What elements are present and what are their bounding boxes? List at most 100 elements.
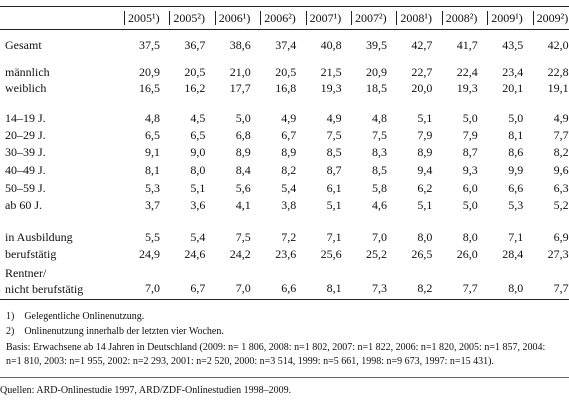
cell-value: 20,9 [366, 65, 387, 79]
column-header: 2009²) [532, 11, 568, 25]
column-header: 2005¹) [124, 11, 160, 25]
cell-value: 7,7 [553, 281, 569, 295]
cell-value: 3,6 [190, 198, 206, 212]
column-header: 2008²) [441, 11, 477, 25]
column-header: 2007¹) [305, 11, 341, 25]
basis-note: Basis: Erwachsene ab 14 Jahren in Deutsc… [6, 342, 546, 367]
cell-value: 5,5 [145, 230, 160, 244]
cell-value: 7,5 [235, 230, 251, 244]
cell-value: 4,9 [281, 111, 297, 125]
cell-value: 6,3 [553, 181, 569, 195]
column-header: 2009¹) [487, 11, 523, 25]
cell-value: 27,3 [547, 247, 569, 261]
cell-value: 6,6 [281, 281, 297, 295]
cell-value: 4,5 [190, 111, 206, 125]
column-header: 2007²) [351, 11, 387, 25]
cell-value: 23,6 [275, 247, 297, 261]
cell-value: 5,0 [462, 198, 478, 212]
cell-value: 18,5 [366, 81, 387, 95]
row-label: Gesamt [5, 38, 42, 52]
row-label: Rentner/ nicht berufstätig [5, 266, 84, 296]
cell-value: 5,1 [417, 111, 433, 125]
cell-value: 6,7 [281, 128, 297, 142]
cell-value: 8,7 [462, 145, 478, 159]
cell-value: 7,1 [326, 230, 342, 244]
cell-value: 7,5 [326, 128, 342, 142]
cell-value: 6,9 [553, 230, 569, 244]
cell-value: 5,3 [145, 181, 160, 195]
cell-value: 22,4 [456, 65, 478, 79]
cell-value: 8,9 [235, 145, 251, 159]
cell-value: 41,7 [456, 38, 478, 52]
cell-value: 4,8 [372, 111, 387, 125]
cell-value: 4,8 [145, 111, 160, 125]
cell-value: 7,0 [145, 281, 160, 295]
cell-value: 39,5 [366, 38, 387, 52]
cell-value: 6,8 [235, 128, 251, 142]
cell-value: 8,9 [417, 145, 433, 159]
cell-value: 16,5 [139, 81, 160, 95]
cell-value: 20,0 [411, 81, 433, 95]
cell-value: 8,0 [462, 230, 478, 244]
cell-value: 6,6 [508, 181, 524, 195]
cell-value: 5,2 [553, 198, 569, 212]
cell-value: 5,6 [235, 181, 251, 195]
cell-value: 5,8 [372, 181, 387, 195]
cell-value: 4,1 [235, 198, 251, 212]
column-header: 2006²) [260, 11, 296, 25]
cell-value: 20,1 [502, 81, 524, 95]
cell-value: 4,9 [553, 111, 569, 125]
cell-value: 5,1 [190, 181, 206, 195]
cell-value: 8,2 [417, 281, 433, 295]
cell-value: 37,5 [139, 38, 160, 52]
cell-value: 8,4 [235, 163, 251, 177]
cell-value: 3,7 [145, 198, 160, 212]
row-label: 50–59 J. [5, 181, 46, 195]
cell-value: 8,1 [145, 163, 160, 177]
cell-value: 8,5 [326, 145, 342, 159]
cell-value: 7,5 [372, 128, 387, 142]
cell-value: 5,0 [508, 111, 524, 125]
cell-value: 5,4 [281, 181, 297, 195]
cell-value: 24,2 [229, 247, 251, 261]
cell-value: 20,5 [184, 65, 206, 79]
cell-value: 6,1 [326, 181, 342, 195]
cell-value: 17,7 [229, 81, 251, 95]
cell-value: 8,3 [372, 145, 387, 159]
cell-value: 7,1 [508, 230, 524, 244]
cell-value: 8,9 [281, 145, 297, 159]
bottom-rule [0, 299, 569, 300]
cell-value: 9,3 [462, 163, 478, 177]
row-label: männlich [5, 65, 50, 79]
row-label: ab 60 J. [5, 198, 42, 212]
cell-value: 8,2 [281, 163, 297, 177]
cell-value: 5,4 [190, 230, 206, 244]
cell-value: 4,6 [372, 198, 387, 212]
cell-value: 43,5 [502, 38, 524, 52]
cell-value: 22,8 [547, 65, 569, 79]
cell-value: 5,0 [235, 111, 251, 125]
cell-value: 5,3 [508, 198, 524, 212]
cell-value: 9,1 [145, 145, 160, 159]
cell-value: 19,1 [547, 81, 569, 95]
cell-value: 6,2 [417, 181, 433, 195]
cell-value: 9,0 [190, 145, 206, 159]
cell-value: 25,2 [366, 247, 387, 261]
cell-value: 19,3 [320, 81, 342, 95]
cell-value: 7,2 [281, 230, 297, 244]
cell-value: 40,8 [320, 38, 342, 52]
cell-value: 7,9 [417, 128, 433, 142]
cell-value: 6,5 [190, 128, 206, 142]
column-header: 2005²) [169, 11, 205, 25]
cell-value: 19,3 [456, 81, 478, 95]
cell-value: 22,7 [411, 65, 433, 79]
cell-value: 36,7 [184, 38, 206, 52]
cell-value: 7,9 [462, 128, 478, 142]
cell-value: 5,0 [462, 111, 478, 125]
cell-value: 9,6 [553, 163, 569, 177]
row-label: berufstätig [5, 247, 57, 261]
footnote: 2) Onlinenutzung innerhalb der letzten v… [6, 326, 224, 337]
cell-value: 23,4 [502, 65, 524, 79]
source-note: Quellen: ARD-Onlinestudie 1997, ARD/ZDF-… [0, 385, 292, 396]
cell-value: 37,4 [275, 38, 297, 52]
